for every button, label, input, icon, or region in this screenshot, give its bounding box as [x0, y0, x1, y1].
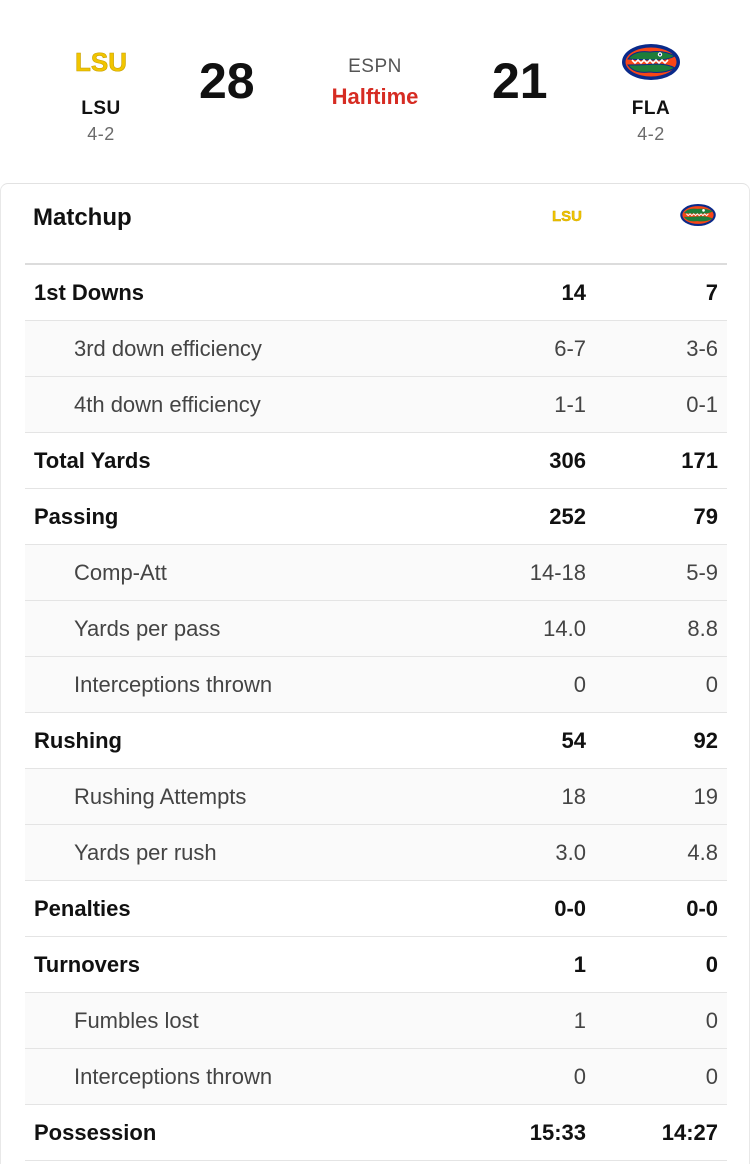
stat-value-fla: 92 [693, 727, 718, 753]
lsu-logo-text: LSU [75, 49, 127, 75]
stat-label: Interceptions thrown [74, 1063, 273, 1089]
stat-label: Total Yards [34, 447, 151, 473]
stat-value-fla: 0 [705, 951, 718, 977]
stat-value-fla: 0 [705, 1063, 718, 1089]
stat-value-lsu: 1 [573, 1007, 586, 1033]
stat-label: Rushing Attempts [74, 783, 247, 809]
stat-value-lsu: 306 [549, 447, 586, 473]
stat-value-lsu: 14-18 [529, 559, 586, 585]
stat-value-fla: 3-6 [686, 335, 718, 361]
stat-label: Fumbles lost [74, 1007, 199, 1033]
stat-value-fla: 8.8 [687, 615, 718, 641]
stat-row: Passing 252 79 [25, 489, 727, 545]
stat-value-fla: 0-1 [686, 391, 718, 417]
stat-label: Comp-Att [74, 559, 167, 585]
stat-row: Yards per pass 14.0 8.8 [25, 601, 727, 657]
stat-value-fla: 5-9 [686, 559, 718, 585]
stat-value-lsu: 3.0 [555, 839, 586, 865]
stat-value-lsu: 14.0 [543, 615, 586, 641]
stat-value-fla: 0 [705, 671, 718, 697]
stat-row: Comp-Att 14-18 5-9 [25, 545, 727, 601]
stat-label: 3rd down efficiency [74, 335, 262, 361]
stat-value-fla: 0 [705, 1007, 718, 1033]
stat-label: Turnovers [34, 951, 140, 977]
stat-value-lsu: 0-0 [554, 895, 586, 921]
stat-value-lsu: 0 [573, 671, 586, 697]
stat-label: 4th down efficiency [74, 391, 261, 417]
stat-value-fla: 4.8 [687, 839, 718, 865]
stat-value-fla: 19 [693, 783, 718, 809]
game-period: Halftime [331, 84, 419, 109]
stat-value-fla: 79 [693, 503, 718, 529]
stat-row: Interceptions thrown 0 0 [25, 1049, 727, 1105]
stat-value-lsu: 18 [561, 783, 586, 809]
home-team-abbr: LSU [81, 98, 121, 119]
stat-row: Fumbles lost 1 0 [25, 993, 727, 1049]
stat-row: Rushing Attempts 18 19 [25, 769, 727, 825]
stat-value-fla: 0-0 [686, 895, 718, 921]
stat-value-lsu: 1 [573, 951, 586, 977]
gator-logo-icon [586, 36, 716, 88]
away-score: 21 [492, 53, 548, 109]
network-label: ESPN [348, 56, 402, 77]
stat-label: Penalties [34, 895, 131, 921]
stat-label: Interceptions thrown [74, 671, 273, 697]
home-team[interactable]: LSU LSU 4-2 [36, 36, 166, 145]
lsu-small-logo-text: LSU [552, 208, 582, 224]
scoreboard-header: LSU LSU 4-2 28 ESPN Halftime 21 FLA 4-2 [0, 0, 750, 183]
stats-table: 1st Downs 14 7 3rd down efficiency 6-7 3-6 4th… [25, 265, 727, 1161]
stat-row: Interceptions thrown 0 0 [25, 657, 727, 713]
stat-row: Possession 15:33 14:27 [25, 1105, 727, 1161]
stat-value-fla: 14:27 [661, 1119, 718, 1145]
home-team-record: 4-2 [87, 124, 115, 144]
stat-value-lsu: 14 [561, 279, 586, 305]
stat-label: Yards per pass [74, 615, 221, 641]
stat-row: 1st Downs 14 7 [25, 265, 727, 321]
stat-value-fla: 7 [705, 279, 718, 305]
stat-value-lsu: 1-1 [554, 391, 586, 417]
stat-row: 4th down efficiency 1-1 0-1 [25, 377, 727, 433]
lsu-logo-icon: LSU [36, 36, 166, 88]
stat-row: Yards per rush 3.0 4.8 [25, 825, 727, 881]
stat-label: Yards per rush [74, 839, 217, 865]
away-team-abbr: FLA [631, 98, 671, 119]
stat-value-fla: 171 [681, 447, 718, 473]
stat-value-lsu: 252 [549, 503, 586, 529]
stat-label: Rushing [34, 727, 122, 753]
stat-row: Penalties 0-0 0-0 [25, 881, 727, 937]
stat-row: 3rd down efficiency 6-7 3-6 [25, 321, 727, 377]
gator-logo-small-icon [679, 202, 717, 233]
stat-label: 1st Downs [34, 279, 145, 305]
home-score: 28 [199, 53, 255, 109]
matchup-card: Matchup LSU 1st Downs 14 7 3rd down efficie… [0, 183, 750, 1164]
stat-label: Possession [34, 1119, 157, 1145]
stat-row: Turnovers 1 0 [25, 937, 727, 993]
stat-label: Passing [34, 503, 119, 529]
game-status: ESPN Halftime [300, 56, 450, 110]
stat-value-lsu: 6-7 [554, 335, 586, 361]
stat-value-lsu: 0 [573, 1063, 586, 1089]
away-team[interactable]: FLA 4-2 [586, 36, 716, 145]
stat-value-lsu: 54 [561, 727, 586, 753]
matchup-header: Matchup LSU [1, 184, 749, 264]
matchup-title: Matchup [33, 204, 132, 231]
lsu-logo-small-icon: LSU [547, 208, 587, 229]
away-team-record: 4-2 [637, 124, 665, 144]
stat-value-lsu: 15:33 [529, 1119, 586, 1145]
stat-row: Total Yards 306 171 [25, 433, 727, 489]
header-divider [25, 263, 727, 265]
stat-row: Rushing 54 92 [25, 713, 727, 769]
